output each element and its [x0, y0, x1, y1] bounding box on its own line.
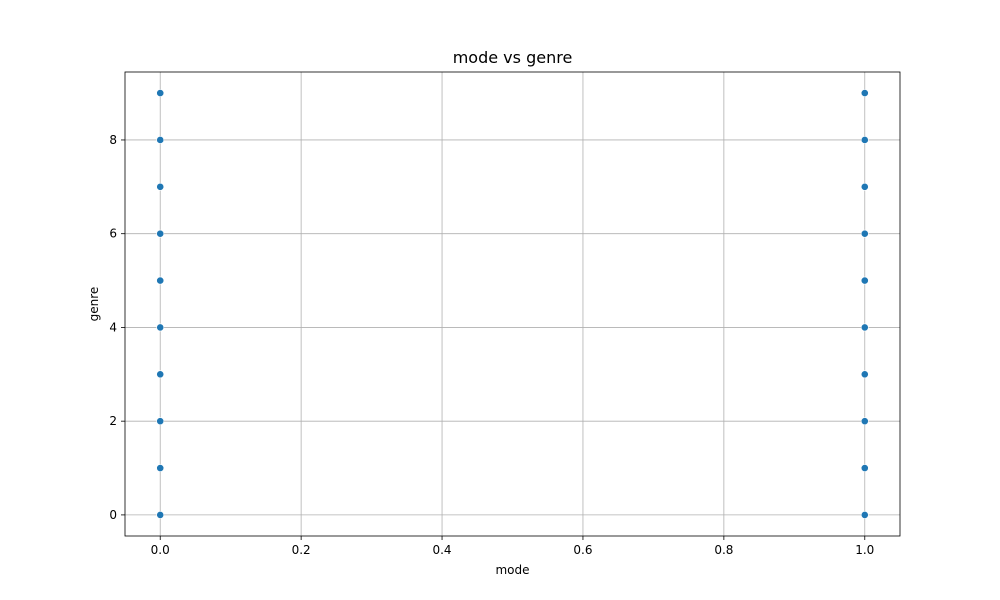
data-point: [860, 417, 869, 426]
x-tick-label: 0.8: [714, 543, 733, 557]
data-point: [156, 417, 165, 426]
data-point: [860, 323, 869, 332]
x-tick-label: 0.2: [292, 543, 311, 557]
y-tick-label: 0: [109, 508, 117, 522]
data-point: [860, 89, 869, 97]
y-tick-label: 2: [109, 414, 117, 428]
grid: [125, 72, 900, 536]
data-point: [156, 370, 165, 379]
y-tick-label: 6: [109, 227, 117, 241]
data-point: [156, 464, 165, 472]
y-axis-ticks: 0 2 4 6 8: [109, 133, 125, 522]
x-axis-ticks: 0.0 0.2 0.4 0.6 0.8 1.0: [151, 536, 874, 557]
data-point: [860, 464, 869, 472]
y-tick-label: 4: [109, 320, 117, 334]
data-point: [860, 370, 869, 379]
data-point: [156, 89, 165, 97]
data-point: [860, 136, 869, 144]
y-tick-label: 8: [109, 133, 117, 147]
data-point: [860, 511, 869, 519]
y-axis-label: genre: [87, 287, 101, 322]
x-tick-label: 0.6: [573, 543, 592, 557]
data-point: [156, 323, 165, 332]
chart-title: mode vs genre: [453, 48, 573, 67]
data-point: [860, 182, 869, 191]
data-point: [156, 511, 165, 519]
x-tick-label: 1.0: [855, 543, 874, 557]
data-point: [860, 229, 869, 238]
x-tick-label: 0.0: [151, 543, 170, 557]
data-point: [156, 276, 165, 285]
plot-frame: [124, 71, 901, 537]
data-points: [156, 89, 869, 519]
x-axis-label: mode: [495, 563, 529, 577]
data-point: [156, 229, 165, 238]
data-point: [156, 136, 165, 144]
data-point: [860, 276, 869, 285]
data-point: [156, 182, 165, 191]
x-tick-label: 0.4: [432, 543, 451, 557]
